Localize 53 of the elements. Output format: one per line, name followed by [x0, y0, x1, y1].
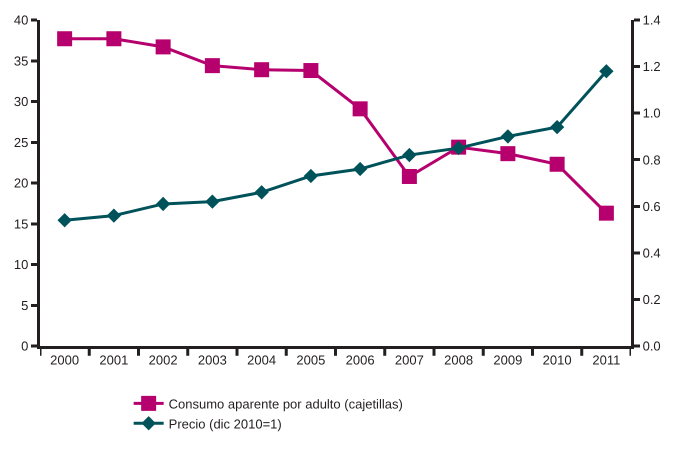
- y-tick-label: 20: [14, 176, 28, 191]
- point: [205, 194, 220, 209]
- point: [550, 156, 565, 172]
- x-tick-label: 2001: [99, 352, 128, 368]
- x-tick-label: 2005: [296, 352, 326, 368]
- y-tick-label: 30: [14, 94, 28, 110]
- point: [500, 129, 516, 144]
- point: [500, 146, 516, 162]
- point: [156, 39, 171, 54]
- point: [352, 101, 368, 116]
- point: [254, 62, 270, 78]
- x-tick-label: 2006: [346, 352, 375, 368]
- y-tick-label: 0: [21, 338, 28, 354]
- x-tick-label: 2000: [50, 352, 80, 368]
- y-tick-label: 40: [14, 12, 28, 28]
- x-tick-label: 2003: [198, 352, 227, 368]
- y2-tick-label: 1.2: [642, 59, 661, 74]
- point: [57, 213, 72, 228]
- y-tick-label: 35: [14, 53, 28, 68]
- x-tick-label: 2002: [148, 352, 178, 368]
- y2-tick-label: 1.0: [642, 106, 661, 121]
- point: [254, 185, 269, 200]
- point: [204, 58, 220, 74]
- y2-tick-label: 0.4: [642, 245, 661, 260]
- y2-tick-label: 0.6: [642, 198, 661, 214]
- x-tick-label: 2007: [394, 352, 424, 368]
- x-tick-label: 2009: [493, 352, 522, 368]
- point: [402, 148, 417, 162]
- y-tick-label: 10: [14, 257, 28, 272]
- y2-tick-label: 0.8: [642, 152, 661, 168]
- point: [303, 63, 318, 78]
- y2-tick-label: 0.2: [642, 292, 661, 307]
- point: [550, 120, 564, 134]
- point: [106, 31, 122, 46]
- y-tick-label: 25: [14, 134, 28, 150]
- y2-tick-label: 1.4: [642, 12, 661, 28]
- x-tick-label: 2008: [444, 352, 474, 368]
- point: [304, 168, 318, 184]
- point: [402, 168, 417, 184]
- point: [106, 208, 122, 223]
- x-tick-label: 2011: [592, 352, 620, 368]
- legend-label: Precio (dic 2010=1): [168, 416, 282, 432]
- point: [598, 206, 614, 221]
- y2-tick-label: 0.0: [642, 338, 661, 354]
- x-tick-label: 2010: [542, 352, 572, 368]
- y-tick-label: 15: [14, 216, 28, 232]
- x-tick-label: 2004: [247, 352, 276, 368]
- point: [57, 31, 72, 46]
- point: [156, 196, 170, 212]
- legend-label: Consumo aparente por adulto (cajetillas): [168, 396, 403, 412]
- y-tick-label: 5: [21, 298, 28, 313]
- point: [599, 64, 614, 78]
- point: [352, 162, 368, 176]
